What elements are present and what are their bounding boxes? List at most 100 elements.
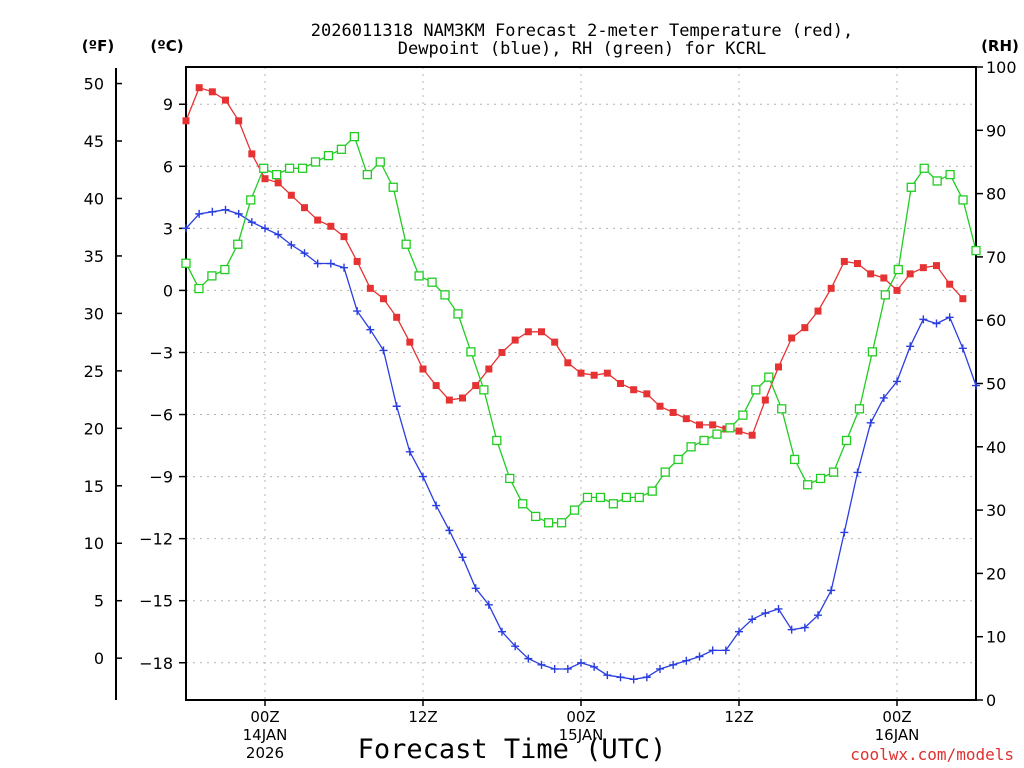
temperature-point bbox=[432, 382, 440, 390]
dewpoint-point bbox=[313, 259, 322, 268]
rh-tick-label: 90 bbox=[986, 121, 1006, 140]
dewpoint-point bbox=[814, 611, 822, 620]
dewpoint-point bbox=[721, 646, 730, 655]
dewpoint-line bbox=[185, 209, 977, 680]
chart-title-line-1: 2026011318 NAM3KM Forecast 2-meter Tempe… bbox=[311, 21, 853, 41]
fahrenheit-tick-label: 35 bbox=[84, 247, 104, 266]
temperature-point bbox=[393, 313, 401, 321]
temperature-point bbox=[472, 382, 480, 390]
rh-point bbox=[284, 163, 295, 173]
dewpoint-point bbox=[550, 664, 559, 673]
temperature-point bbox=[643, 390, 651, 398]
temperature-point bbox=[340, 233, 348, 241]
rh-point bbox=[207, 271, 217, 281]
dewpoint-point bbox=[353, 307, 362, 316]
dewpoint-point bbox=[379, 346, 388, 355]
dewpoint-point bbox=[366, 325, 375, 334]
fahrenheit-unit-label: (ºF) bbox=[82, 37, 114, 55]
dewpoint-point bbox=[708, 646, 717, 655]
chart-title-line-2: Dewpoint (blue), RH (green) for KCRL bbox=[398, 39, 766, 59]
fahrenheit-tick-label: 5 bbox=[94, 592, 104, 611]
dewpoint-point bbox=[603, 671, 612, 680]
temperature-point bbox=[511, 336, 519, 344]
temperature-point bbox=[301, 204, 308, 212]
temperature-point bbox=[840, 257, 848, 265]
rh-point bbox=[259, 163, 269, 173]
temperature-point bbox=[775, 363, 782, 371]
rh-point bbox=[531, 511, 541, 522]
dewpoint-point bbox=[590, 662, 599, 671]
rh-point bbox=[608, 499, 619, 509]
dewpoint-point bbox=[774, 604, 783, 613]
rh-point bbox=[194, 283, 204, 294]
celsius-tick-label: −6 bbox=[149, 406, 173, 425]
celsius-tick-label: −15 bbox=[139, 592, 173, 611]
rh-point bbox=[414, 271, 424, 281]
dewpoint-point bbox=[932, 319, 941, 328]
rh-point bbox=[673, 454, 683, 465]
temperature-point bbox=[959, 295, 967, 303]
temperature-point bbox=[485, 365, 493, 373]
temperature-point bbox=[327, 222, 335, 230]
temperature-point bbox=[854, 260, 861, 268]
celsius-tick-label: −12 bbox=[139, 530, 173, 549]
temperature-point bbox=[353, 257, 361, 265]
rh-point bbox=[569, 505, 580, 515]
dewpoint-point bbox=[853, 468, 862, 477]
rh-point bbox=[751, 385, 761, 395]
rh-point bbox=[401, 239, 411, 249]
rh-tick-label: 70 bbox=[986, 248, 1006, 267]
rh-tick-label: 40 bbox=[986, 438, 1006, 457]
temperature-point bbox=[524, 328, 532, 336]
dewpoint-point bbox=[484, 600, 493, 609]
dewpoint-point bbox=[195, 209, 204, 218]
dewpoint-point bbox=[800, 623, 809, 632]
rh-point bbox=[518, 499, 528, 509]
rh-tick-label: 80 bbox=[986, 185, 1006, 204]
dewpoint-point bbox=[300, 249, 309, 258]
source-credit: coolwx.com/models bbox=[850, 745, 1014, 764]
celsius-tick-label: 6 bbox=[163, 157, 173, 176]
rh-point bbox=[660, 467, 670, 477]
rh-tick-label: 30 bbox=[986, 501, 1006, 520]
temperature-point bbox=[577, 369, 585, 377]
dewpoint-point bbox=[498, 627, 506, 636]
dewpoint-point bbox=[787, 625, 796, 634]
dewpoint-point bbox=[919, 315, 928, 324]
rh-point bbox=[686, 442, 696, 452]
temperature-point bbox=[919, 264, 927, 272]
rh-point bbox=[440, 290, 450, 300]
rh-point bbox=[595, 492, 606, 503]
chart-axes bbox=[115, 66, 977, 701]
temperature-point bbox=[656, 402, 664, 410]
celsius-unit-label: (ºC) bbox=[150, 37, 183, 55]
rh-tick-label: 100 bbox=[986, 58, 1017, 77]
rh-tick-label: 0 bbox=[986, 691, 996, 710]
rh-point bbox=[362, 169, 372, 180]
temperature-point bbox=[248, 150, 256, 158]
dewpoint-point bbox=[274, 230, 283, 239]
rh-point bbox=[647, 486, 657, 496]
temperature-point bbox=[419, 365, 427, 373]
fahrenheit-tick-label: 20 bbox=[84, 419, 104, 438]
dewpoint-point bbox=[761, 609, 770, 618]
x-tick-label: 2026 bbox=[246, 744, 284, 762]
dewpoint-point bbox=[524, 654, 533, 663]
rh-point bbox=[893, 264, 903, 275]
fahrenheit-tick-label: 10 bbox=[84, 534, 104, 553]
rh-point bbox=[790, 454, 800, 465]
rh-point bbox=[854, 404, 865, 414]
x-tick-label: 15JAN bbox=[559, 726, 604, 744]
x-tick-label: 00Z bbox=[882, 708, 911, 726]
rh-point bbox=[738, 410, 748, 420]
dewpoint-point bbox=[405, 447, 414, 456]
rh-point bbox=[919, 163, 929, 173]
dewpoint-point bbox=[432, 501, 441, 510]
dewpoint-point bbox=[958, 344, 967, 353]
celsius-tick-label: 3 bbox=[163, 219, 173, 238]
temperature-point bbox=[445, 396, 453, 404]
rh-point bbox=[841, 435, 852, 446]
dewpoint-point bbox=[629, 675, 638, 684]
rh-point bbox=[349, 131, 360, 142]
